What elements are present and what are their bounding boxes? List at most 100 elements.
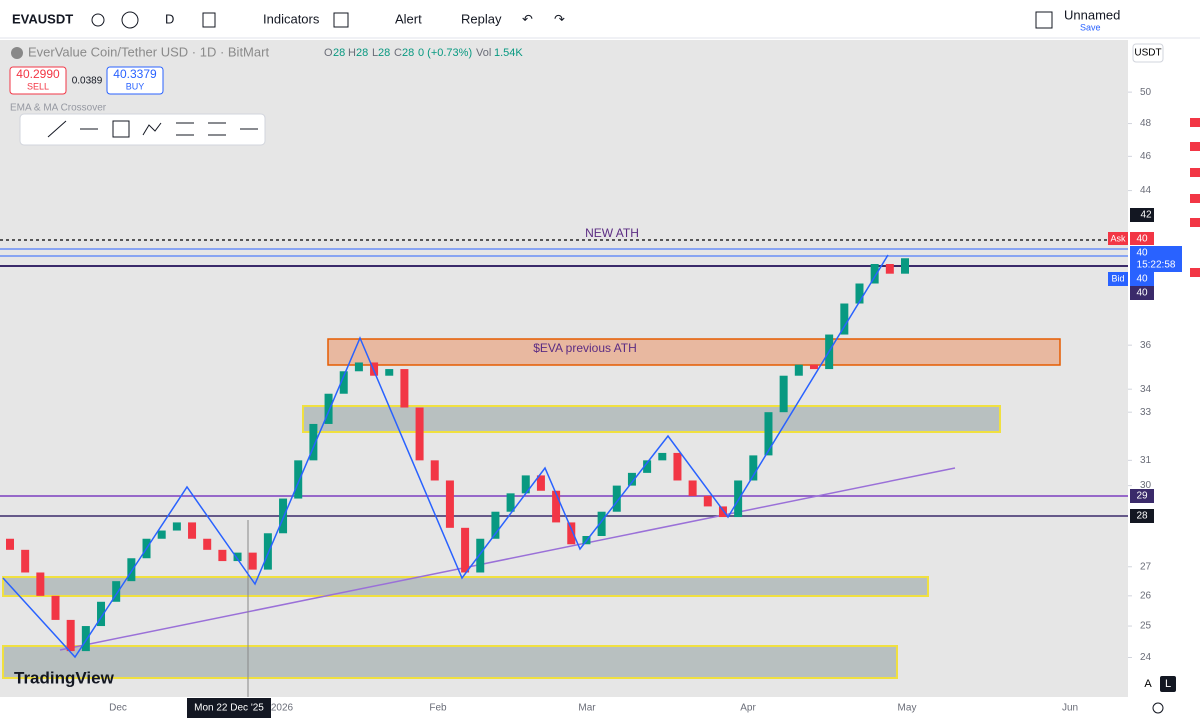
o-value: 28 (333, 47, 345, 59)
candle (612, 485, 621, 512)
vol-label: Vol (476, 47, 491, 59)
price-axis (1128, 40, 1185, 697)
save[interactable]: Save (1080, 22, 1101, 32)
candle (248, 552, 257, 570)
badge-text: 40 (1136, 274, 1148, 285)
change: 0 (+0.73%) (418, 47, 472, 59)
badge (1108, 232, 1128, 245)
layout-icon[interactable] (1035, 11, 1053, 29)
zigzag (2, 254, 889, 659)
candle (430, 460, 439, 481)
candle (233, 552, 242, 562)
candle (400, 369, 409, 408)
badge-text: Bid (1111, 273, 1124, 283)
time-labels: Dec 2026 Feb Mar Apr May Jun (109, 703, 1078, 714)
badge (1130, 232, 1154, 245)
y-tick-label: 30 (1140, 480, 1152, 491)
badge-text: 40 (1136, 288, 1148, 299)
symbol[interactable]: EVAUSDT (12, 11, 73, 26)
symbol-icon[interactable] (91, 13, 105, 27)
undo[interactable]: ↶ (522, 11, 533, 26)
y-tick-label: 25 (1140, 621, 1152, 632)
badge (1130, 208, 1154, 222)
y-tick-label: 27 (1140, 561, 1152, 572)
candle (157, 530, 166, 539)
spread: 0.0389 (72, 76, 103, 87)
x-tick-label: Mar (578, 703, 596, 714)
auto-scale[interactable]: A (1144, 678, 1152, 690)
l-label: L (372, 47, 378, 59)
candle (263, 533, 272, 570)
alert-flags (1190, 118, 1200, 277)
badge-text: 42 (1140, 210, 1152, 221)
candle (885, 264, 894, 274)
candle (764, 412, 773, 456)
chart-type[interactable] (202, 12, 216, 28)
candle (718, 506, 727, 518)
l-value: 28 (378, 47, 390, 59)
countdown: 15:22:58 (1137, 260, 1176, 271)
candle (703, 495, 712, 507)
y-tick-label: 24 (1140, 652, 1152, 663)
y-tick-label: 26 (1140, 590, 1152, 601)
drawing-tools[interactable] (47, 120, 258, 138)
y-tick-label: 46 (1140, 151, 1152, 162)
candle (855, 283, 864, 304)
badge-text: 29 (1136, 491, 1148, 502)
alert[interactable]: Alert (395, 11, 422, 26)
currency[interactable]: USDT (1134, 48, 1161, 59)
candle (476, 538, 485, 573)
x-tick-label: Dec (109, 703, 127, 714)
candle (627, 472, 636, 486)
h-label: H (348, 47, 356, 59)
candle (127, 558, 136, 582)
candle (552, 490, 561, 523)
candle (749, 455, 758, 481)
candle (309, 423, 318, 461)
candle (294, 460, 303, 499)
settings[interactable] (1152, 702, 1164, 714)
candle (354, 362, 363, 372)
replay[interactable]: Replay (461, 11, 502, 26)
indicators[interactable]: Indicators (263, 11, 320, 26)
sell-label[interactable]: SELL (27, 81, 49, 91)
vol-value: 1.54K (494, 47, 523, 59)
new-ath-label: NEW ATH (585, 226, 639, 240)
candle (203, 538, 212, 550)
buy-button[interactable] (106, 66, 164, 95)
y-tick-label: 33 (1140, 407, 1152, 418)
x-tick-label: Apr (740, 703, 756, 714)
badge (1108, 272, 1128, 286)
previous-ath-label: $EVA previous ATH (533, 341, 637, 355)
badge (1130, 286, 1154, 300)
sell-button[interactable] (9, 66, 67, 95)
layout-name[interactable]: Unnamed (1064, 7, 1120, 22)
candle (658, 452, 667, 461)
x-tick-label: Jun (1062, 703, 1078, 714)
log-scale[interactable]: L (1165, 678, 1171, 690)
interval[interactable]: D (165, 11, 174, 26)
side-panel (1185, 40, 1200, 697)
candle (491, 511, 500, 539)
support-zone (2, 645, 898, 679)
candle (445, 480, 454, 528)
y-tick-label: 50 (1140, 87, 1152, 98)
templates[interactable] (333, 12, 349, 28)
candle (172, 522, 181, 531)
log-button[interactable] (1160, 676, 1176, 692)
candle (870, 264, 879, 284)
x-tick-label: 2026 (271, 703, 294, 714)
currency-button[interactable] (1132, 43, 1164, 63)
candle (415, 407, 424, 461)
candle (385, 369, 394, 376)
sell-price[interactable]: 40.2990 (16, 67, 60, 81)
buy-price[interactable]: 40.3379 (113, 67, 157, 81)
candle (370, 362, 379, 376)
add-symbol[interactable] (121, 11, 139, 29)
badge-text: Ask (1110, 233, 1126, 243)
candle (97, 601, 106, 627)
redo[interactable]: ↷ (554, 11, 565, 26)
buy-label[interactable]: BUY (126, 81, 145, 91)
h-value: 28 (356, 47, 368, 59)
